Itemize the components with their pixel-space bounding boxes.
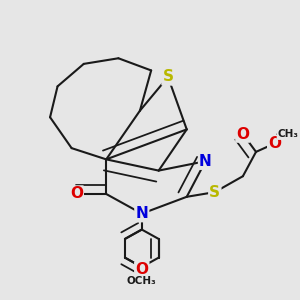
- Text: O: O: [236, 127, 249, 142]
- Text: S: S: [209, 184, 220, 200]
- Text: O: O: [135, 262, 148, 277]
- Text: O: O: [268, 136, 281, 151]
- Text: N: N: [199, 154, 212, 169]
- Text: CH₃: CH₃: [278, 129, 298, 139]
- Text: O: O: [70, 187, 83, 202]
- Text: N: N: [135, 206, 148, 221]
- Text: OCH₃: OCH₃: [127, 276, 157, 286]
- Text: S: S: [163, 70, 173, 85]
